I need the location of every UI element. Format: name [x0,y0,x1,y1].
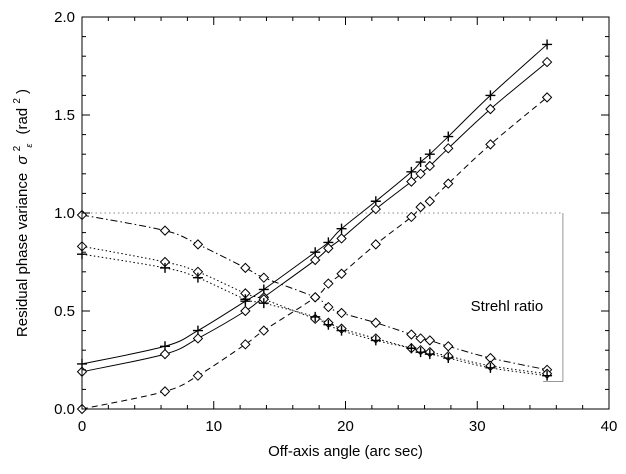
data-point-plus [336,223,347,234]
data-point-diamond [240,339,251,350]
series-line-3 [81,96,548,410]
data-point-diamond [323,278,334,289]
data-point-diamond [415,333,426,344]
x-tick-label: 10 [205,418,222,435]
x-tick-label: 0 [78,418,86,435]
data-point-diamond [192,370,204,381]
y-tick-label: 0.0 [54,401,75,418]
series-layer [81,44,548,410]
x-tick-label: 40 [601,418,618,435]
data-point-diamond [309,254,321,266]
data-point-diamond [415,168,426,180]
x-tick-label: 20 [337,418,354,435]
strehl-bracket [543,213,564,383]
data-point-diamond [406,329,417,340]
y-axis-title-unit-open: (rad [14,108,31,135]
x-axis-title: Off-axis angle (arc sec) [268,443,423,460]
data-point-plus [485,362,496,373]
y-tick-label: 0.5 [54,303,75,320]
y-tick-label: 1.5 [54,107,75,124]
data-point-diamond [443,143,454,154]
data-point-plus [406,166,417,177]
data-point-diamond [406,176,417,187]
data-point-plus [542,39,553,50]
data-point-diamond [370,203,382,215]
data-point-diamond [336,268,347,279]
data-point-plus [424,349,435,360]
y-axis-title-superscript: 2 [12,145,23,151]
data-point-diamond [309,292,321,303]
data-point-plus [336,325,347,336]
strehl-ratio-annotation: Strehl ratio [471,298,544,315]
data-point-diamond [424,335,436,346]
data-point-plus [370,335,381,346]
tick-layer: 0 10 20 30 40 0.0 0.5 1.0 1.5 2.0 [54,9,617,435]
data-point-plus [192,272,203,283]
y-axis-title-subscript: ε [24,143,34,148]
data-point-diamond [485,139,496,150]
data-point-diamond [336,233,347,244]
y-axis-title-symbol: σ [14,155,31,165]
data-point-plus [485,90,496,101]
data-point-diamond [323,243,334,254]
data-point-diamond [370,239,382,250]
data-point-diamond [258,272,270,283]
marker-layer [76,39,553,415]
data-point-diamond [370,317,382,328]
y-tick-label: 1.0 [54,205,75,222]
data-point-diamond [192,239,204,250]
y-axis-title-unit-superscript: 2 [12,98,23,104]
y-axis-title-unit-close: ) [14,89,31,94]
y-tick-label: 2.0 [54,9,75,26]
y-axis-title: Residual phase variance σ 2 ε (rad 2 ) [7,89,36,337]
data-point-diamond [443,178,454,189]
data-point-diamond [159,348,171,360]
data-point-plus [443,131,454,142]
x-tick-label: 30 [469,418,486,435]
data-point-plus [415,347,426,358]
data-point-diamond [159,225,171,236]
data-point-diamond [258,325,270,336]
data-point-plus [323,319,334,330]
data-point-plus [258,298,269,309]
data-point-plus [542,370,553,381]
data-point-diamond [541,56,553,68]
series-line-4 [81,214,548,371]
data-point-diamond [443,341,454,352]
data-point-diamond [159,386,171,397]
data-point-plus [443,353,454,364]
data-point-diamond [192,333,204,344]
y-axis-title-main: Residual phase variance [14,173,31,337]
data-point-diamond [406,211,417,223]
data-point-diamond [541,92,553,103]
data-point-diamond [415,201,426,213]
data-point-diamond [323,301,334,313]
data-point-diamond [336,307,347,319]
data-point-plus [415,157,426,168]
data-point-diamond [424,196,436,207]
data-point-plus [240,294,251,305]
data-point-plus [310,311,321,322]
data-point-diamond [424,160,436,172]
data-point-plus [160,262,171,273]
data-point-diamond [485,103,496,115]
data-point-plus [406,343,417,354]
data-point-plus [424,149,435,160]
data-point-diamond [240,262,251,274]
data-point-diamond [240,305,251,317]
